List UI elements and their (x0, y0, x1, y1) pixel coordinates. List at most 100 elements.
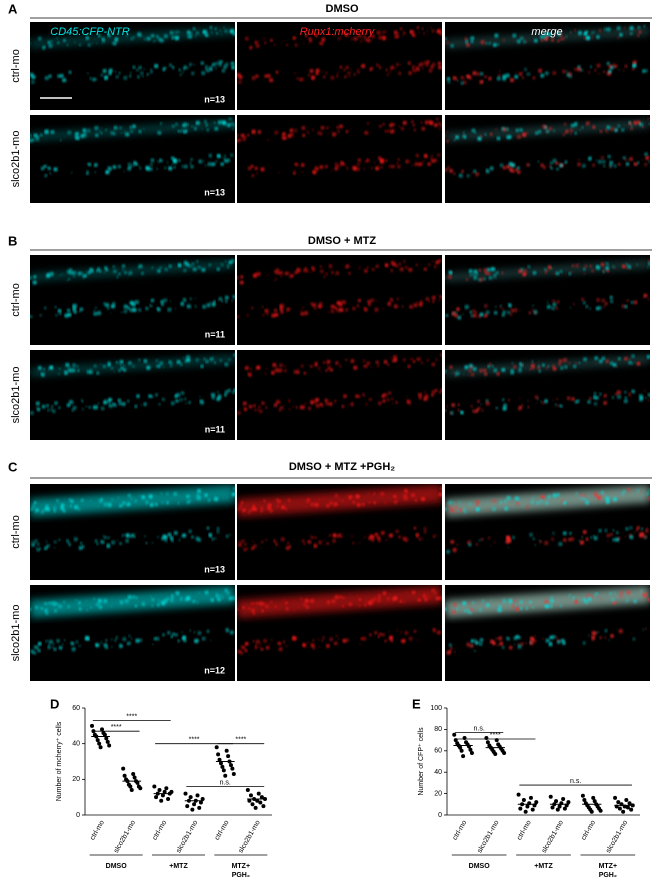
cell (205, 123, 208, 127)
cell (397, 165, 401, 169)
cell (435, 117, 438, 120)
cell (53, 647, 57, 651)
cell (480, 40, 485, 45)
cell (309, 364, 313, 368)
cell (346, 35, 348, 38)
cell (424, 597, 428, 601)
cell (460, 411, 463, 414)
cell (171, 163, 173, 166)
cell (255, 644, 258, 647)
cell (127, 595, 132, 600)
cell (534, 311, 537, 314)
cell (549, 635, 553, 640)
data-point (195, 793, 200, 798)
cell (151, 542, 154, 544)
cell (427, 162, 431, 166)
cell (421, 127, 426, 131)
cell (44, 129, 49, 134)
cell (158, 270, 161, 272)
cell (274, 605, 277, 608)
data-point (183, 791, 188, 796)
cell (198, 159, 202, 164)
cell (617, 163, 621, 166)
cell (552, 635, 556, 639)
cell (545, 71, 549, 75)
cell (445, 507, 447, 511)
data-point (159, 798, 164, 803)
cell (544, 126, 548, 129)
cell (179, 73, 182, 76)
cell (432, 300, 435, 303)
cell (243, 406, 247, 411)
cell (122, 637, 127, 642)
cell (631, 354, 635, 358)
cell (64, 639, 66, 641)
cell (230, 118, 233, 121)
cell (403, 260, 406, 263)
cell (437, 153, 441, 157)
cell (509, 313, 513, 316)
cell (470, 314, 474, 317)
cell (356, 503, 361, 507)
cell (546, 129, 550, 133)
cell (516, 39, 521, 44)
cell (46, 404, 49, 408)
cell (468, 363, 473, 368)
cell (158, 403, 161, 406)
cell (519, 600, 523, 604)
cell (315, 397, 319, 402)
cell (524, 68, 527, 71)
cell (287, 399, 290, 402)
cell (296, 370, 300, 374)
cell (335, 74, 339, 78)
cell (71, 647, 76, 652)
cell (515, 635, 520, 639)
cell (149, 162, 153, 166)
cell (452, 76, 457, 80)
cell (445, 545, 447, 547)
cell (599, 636, 602, 639)
cell (186, 494, 190, 499)
cell (341, 405, 345, 408)
cell (519, 310, 521, 312)
cell (326, 273, 328, 276)
cell (418, 302, 423, 307)
cell (139, 35, 141, 38)
cell (469, 311, 472, 314)
cell (296, 267, 301, 272)
cell (222, 120, 227, 125)
cell (95, 539, 98, 541)
cell (304, 311, 308, 316)
cell (630, 127, 634, 131)
cell (349, 75, 351, 78)
cell (509, 646, 513, 650)
cell (571, 264, 575, 268)
cell (452, 311, 456, 315)
cell (263, 37, 266, 40)
cell (495, 271, 499, 275)
cell (648, 393, 650, 397)
cell (493, 368, 498, 373)
data-point (534, 800, 539, 805)
cell (254, 272, 257, 275)
cell (228, 534, 231, 536)
cell (530, 500, 534, 504)
cell (577, 162, 581, 166)
cell (458, 501, 461, 504)
cell (440, 388, 442, 392)
cell (401, 35, 404, 38)
cell (458, 372, 461, 375)
cell (399, 27, 403, 31)
cell (546, 35, 549, 39)
data-point (218, 761, 223, 766)
cell (510, 371, 514, 375)
cell (189, 629, 192, 632)
cell (257, 601, 261, 605)
cell (508, 162, 513, 166)
cell (610, 361, 614, 365)
cell (466, 74, 470, 79)
cell (189, 63, 192, 66)
cell (85, 635, 89, 640)
cell (198, 266, 202, 270)
cell (585, 305, 589, 308)
